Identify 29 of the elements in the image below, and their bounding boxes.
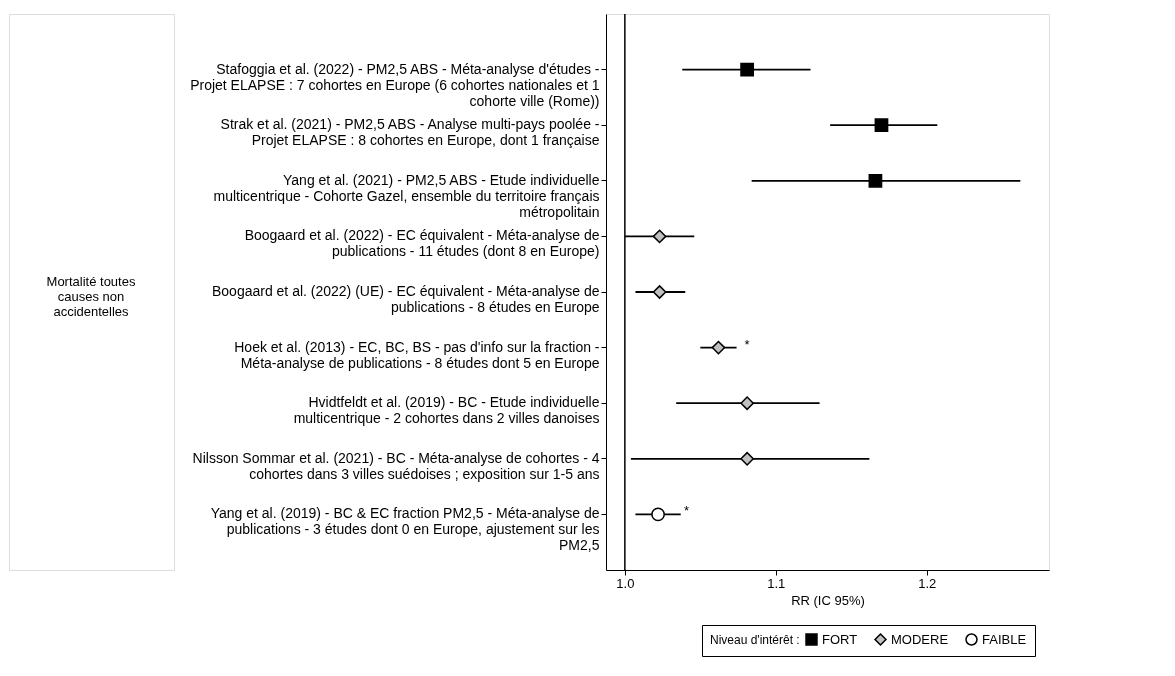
y-tick-label: Nilsson Sommar et al. (2021) - BC - Méta-analyse de cohortes - 4 cohortes dans 3 villes suédoises ; exposition sur 1-5 ans xyxy=(192,449,600,482)
legend-title: Niveau d'intérêt : xyxy=(710,633,800,647)
x-tick-label: 1.0 xyxy=(616,575,635,591)
text: Mortalité toutes causes non accidentelles xyxy=(46,274,136,319)
x-axis-title: RR (IC 95%) xyxy=(791,592,865,608)
point xyxy=(868,173,883,188)
y-tick-label: Yang et al. (2019) - BC & EC fraction PM2,5 - Méta-analyse de publications - 3 études dont 0 en Europe, ajustement sur les PM2,5 xyxy=(210,505,600,554)
point xyxy=(740,62,754,77)
y-tick-label: Boogaard et al. (2022) (UE) - EC équivalent - Méta-analyse de publications - 8 études en Europe xyxy=(211,283,600,315)
legend-label: MODERE xyxy=(891,631,949,647)
y-tick-label: Yang et al. (2021) - PM2,5 ABS - Etude individuelle multicentrique - Cohorte Gazel, ensemble du territoire français métropolitain xyxy=(213,171,600,220)
x-tick-label: 1.1 xyxy=(767,575,786,591)
legend-label: FORT xyxy=(822,631,858,647)
x-tick-label: 1.2 xyxy=(918,575,937,591)
point xyxy=(711,340,726,355)
point xyxy=(652,229,667,244)
point xyxy=(740,451,754,466)
annotation: * xyxy=(684,503,690,519)
y-tick-label: Hoek et al. (2013) - EC, BC, BS - pas d'info sur la fraction - Méta-analyse de publications - 8 études dont 5 en Europe xyxy=(234,338,600,371)
y-tick-label: Boogaard et al. (2022) - EC équivalent - Méta-analyse de publications - 11 études (dont 8 en Europe) xyxy=(244,227,600,260)
annotation: * xyxy=(744,336,750,352)
y-tick-label: Hvidtfeldt et al. (2019) - BC - Etude individuelle multicentrique - 2 cohortes dans 2 villes danoises xyxy=(293,394,600,427)
point xyxy=(874,118,889,133)
point xyxy=(740,396,754,411)
legend-label: FAIBLE xyxy=(982,631,1027,647)
point xyxy=(652,285,667,299)
point xyxy=(651,507,665,522)
y-tick-label: Strak et al. (2021) - PM2,5 ABS - Analyse multi-pays poolée - Projet ELAPSE : 8 cohortes en Europe, dont 1 française xyxy=(220,116,600,149)
y-tick-label: Stafoggia et al. (2022) - PM2,5 ABS - Méta-analyse d'études - Projet ELAPSE : 7 cohortes en Europe (6 cohortes nationales et 1 cohorte ville (Rome)) xyxy=(190,60,600,109)
